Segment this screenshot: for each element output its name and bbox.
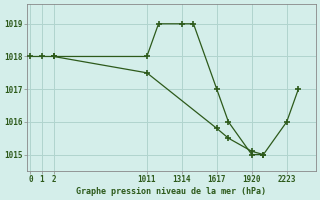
X-axis label: Graphe pression niveau de la mer (hPa): Graphe pression niveau de la mer (hPa) [76, 187, 266, 196]
